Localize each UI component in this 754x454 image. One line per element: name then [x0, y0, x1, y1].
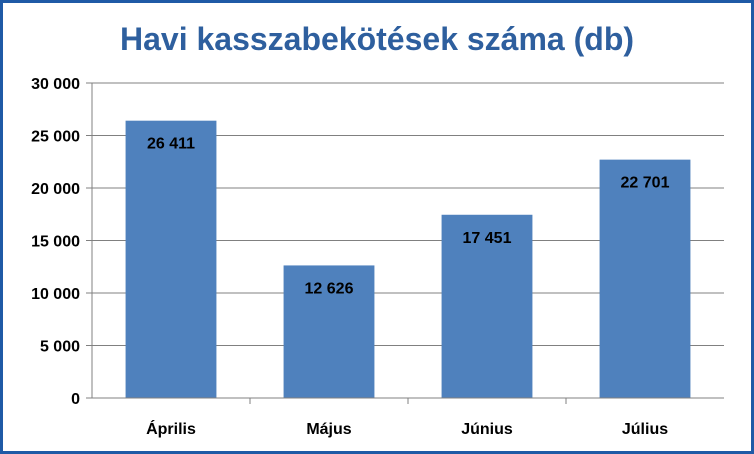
y-tick-label: 20 000	[31, 181, 80, 198]
y-tick-label: 30 000	[31, 76, 80, 93]
data-label-0: 26 411	[147, 136, 195, 153]
data-labels: 26 411 12 626 17 451 22 701	[147, 136, 670, 298]
bars	[125, 120, 691, 398]
x-axis-categories: Április Május Június Július	[146, 419, 668, 438]
y-tick-label: 15 000	[31, 234, 80, 251]
bar-1	[283, 265, 375, 398]
category-label-2: Június	[461, 421, 513, 438]
data-label-1: 12 626	[305, 280, 354, 297]
data-label-3: 22 701	[621, 175, 670, 192]
y-tick-label: 25 000	[31, 129, 80, 146]
y-tick-label: 0	[71, 391, 80, 408]
axes	[91, 83, 724, 404]
y-axis-ticks: 0 5 000 10 000 15 000 20 000 25 000 30 000	[31, 76, 92, 408]
bar-0	[125, 120, 217, 398]
y-tick-label: 10 000	[31, 286, 80, 303]
bar-2	[441, 214, 533, 398]
bar-3	[599, 159, 691, 398]
data-label-2: 17 451	[463, 230, 512, 247]
category-label-0: Április	[146, 419, 196, 438]
category-label-3: Július	[622, 421, 668, 438]
y-tick-label: 5 000	[40, 339, 80, 356]
category-label-1: Május	[306, 421, 351, 438]
chart-title: Havi kasszabekötések száma (db)	[120, 21, 634, 57]
